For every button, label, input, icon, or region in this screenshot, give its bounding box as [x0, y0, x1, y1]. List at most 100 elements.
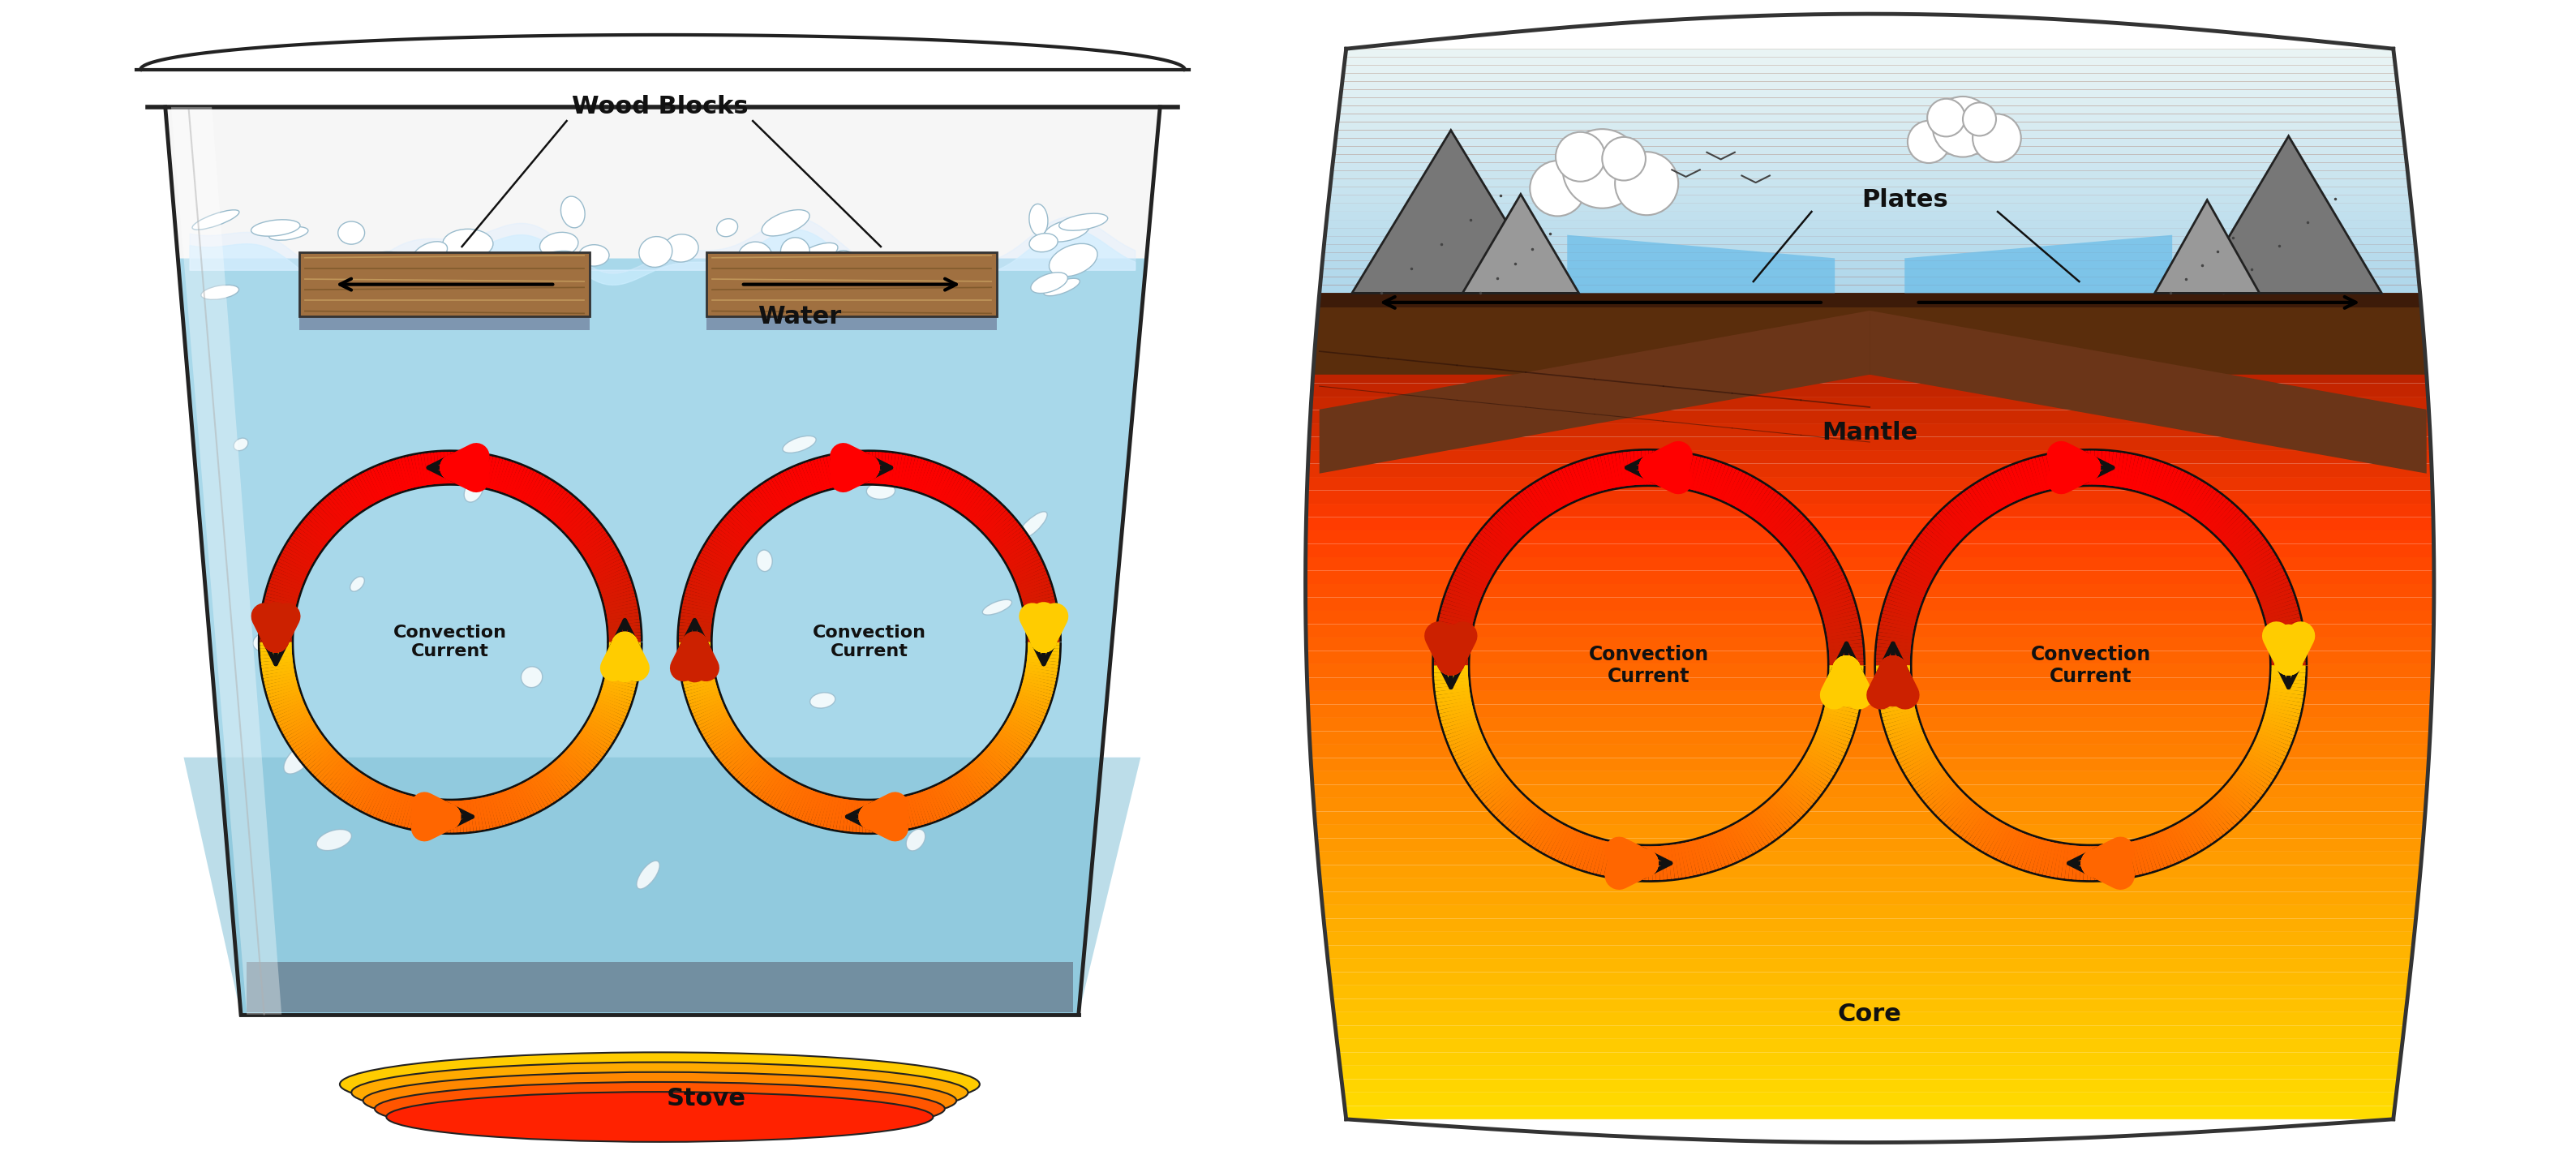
- Polygon shape: [1306, 557, 2434, 571]
- Ellipse shape: [1043, 278, 1079, 296]
- Polygon shape: [1306, 571, 2434, 584]
- Polygon shape: [1321, 263, 2419, 277]
- Polygon shape: [1334, 142, 2406, 155]
- Polygon shape: [183, 757, 1141, 1015]
- Polygon shape: [1334, 1013, 2406, 1026]
- Text: Core: Core: [1837, 1003, 1901, 1027]
- Polygon shape: [1319, 277, 2419, 290]
- Polygon shape: [1309, 410, 2429, 424]
- Polygon shape: [1337, 1038, 2403, 1052]
- Polygon shape: [1337, 116, 2403, 130]
- Polygon shape: [1306, 638, 2434, 651]
- Text: Convection
Current: Convection Current: [2030, 645, 2151, 687]
- Polygon shape: [1340, 98, 2401, 106]
- Ellipse shape: [363, 1072, 956, 1129]
- Polygon shape: [1332, 162, 2409, 171]
- Polygon shape: [1319, 290, 2421, 303]
- Polygon shape: [1327, 220, 2414, 228]
- Polygon shape: [1306, 665, 2432, 677]
- Polygon shape: [1324, 236, 2416, 244]
- Text: Mantle: Mantle: [1821, 420, 1917, 445]
- Polygon shape: [1566, 235, 1834, 293]
- Ellipse shape: [762, 210, 809, 236]
- Ellipse shape: [981, 599, 1012, 614]
- Ellipse shape: [1030, 234, 1059, 252]
- Text: Convection
Current: Convection Current: [811, 625, 925, 660]
- Polygon shape: [1309, 691, 2432, 704]
- Ellipse shape: [1030, 204, 1048, 236]
- Polygon shape: [1324, 228, 2414, 236]
- Ellipse shape: [907, 829, 925, 850]
- Ellipse shape: [464, 480, 484, 502]
- Ellipse shape: [922, 786, 956, 801]
- Ellipse shape: [438, 457, 461, 479]
- Polygon shape: [1306, 624, 2434, 638]
- Ellipse shape: [716, 218, 737, 237]
- Polygon shape: [1306, 503, 2434, 517]
- Polygon shape: [1337, 103, 2401, 116]
- Polygon shape: [1306, 517, 2434, 530]
- Polygon shape: [1321, 252, 2416, 260]
- Polygon shape: [1319, 311, 1870, 473]
- Polygon shape: [1316, 851, 2421, 865]
- Polygon shape: [1334, 131, 2403, 138]
- FancyBboxPatch shape: [299, 317, 590, 331]
- Polygon shape: [1309, 744, 2429, 758]
- Polygon shape: [1306, 597, 2434, 611]
- Text: Plates: Plates: [1862, 188, 1947, 211]
- Polygon shape: [1311, 785, 2427, 798]
- Polygon shape: [1306, 584, 2434, 597]
- Polygon shape: [1337, 114, 2401, 123]
- Polygon shape: [1311, 771, 2429, 785]
- Polygon shape: [1332, 999, 2409, 1013]
- Ellipse shape: [283, 743, 314, 774]
- Polygon shape: [1340, 90, 2398, 98]
- Ellipse shape: [394, 278, 430, 299]
- Ellipse shape: [350, 577, 363, 591]
- Ellipse shape: [783, 436, 817, 453]
- Polygon shape: [178, 258, 1146, 1015]
- Ellipse shape: [866, 482, 894, 499]
- Text: Stove: Stove: [667, 1086, 747, 1110]
- Ellipse shape: [541, 232, 577, 257]
- Circle shape: [1963, 103, 1996, 135]
- Text: Convection
Current: Convection Current: [394, 625, 507, 660]
- Polygon shape: [1314, 343, 2424, 356]
- Polygon shape: [1345, 49, 2396, 62]
- Ellipse shape: [737, 242, 773, 272]
- Polygon shape: [1319, 293, 2419, 307]
- Polygon shape: [1332, 155, 2409, 169]
- Ellipse shape: [443, 229, 492, 258]
- Polygon shape: [1306, 611, 2434, 624]
- Polygon shape: [1309, 437, 2432, 450]
- Ellipse shape: [337, 222, 366, 244]
- Circle shape: [1909, 120, 1950, 164]
- Ellipse shape: [268, 227, 309, 241]
- Ellipse shape: [1048, 244, 1097, 277]
- Polygon shape: [1329, 179, 2409, 187]
- Polygon shape: [1327, 196, 2411, 209]
- Polygon shape: [1329, 195, 2411, 203]
- Ellipse shape: [698, 718, 716, 729]
- Polygon shape: [1904, 235, 2172, 293]
- Polygon shape: [1321, 269, 2419, 277]
- Polygon shape: [1316, 329, 2424, 343]
- Polygon shape: [1314, 293, 2427, 375]
- Polygon shape: [1334, 138, 2406, 146]
- Polygon shape: [1342, 82, 2398, 90]
- Polygon shape: [1316, 317, 2424, 329]
- Ellipse shape: [407, 808, 422, 826]
- Ellipse shape: [809, 693, 835, 708]
- Polygon shape: [1321, 260, 2419, 269]
- Polygon shape: [1342, 1079, 2398, 1092]
- Polygon shape: [1319, 865, 2421, 878]
- Polygon shape: [1316, 839, 2424, 851]
- Polygon shape: [1327, 945, 2414, 959]
- Ellipse shape: [317, 829, 350, 850]
- Text: Water: Water: [757, 305, 842, 328]
- Polygon shape: [1334, 130, 2403, 142]
- Polygon shape: [1314, 812, 2424, 825]
- Polygon shape: [1329, 182, 2411, 196]
- Polygon shape: [165, 107, 1159, 258]
- Ellipse shape: [665, 235, 698, 262]
